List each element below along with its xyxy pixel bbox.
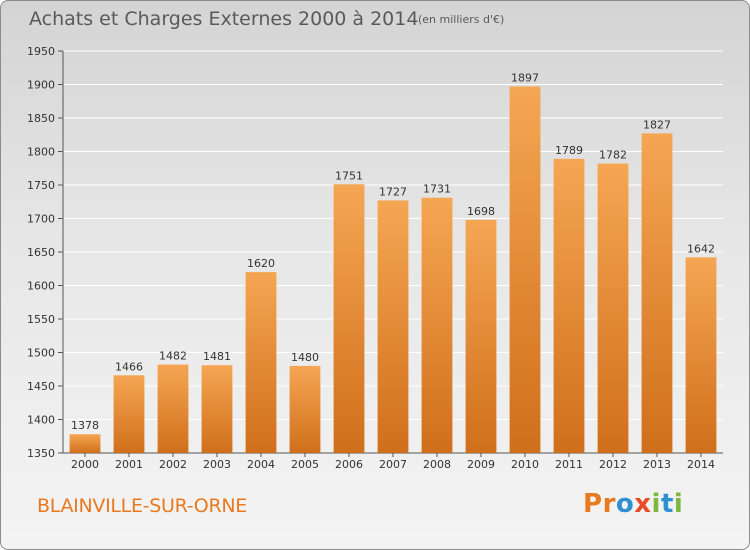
bar (377, 200, 409, 453)
x-tick-label: 2012 (599, 458, 627, 471)
brand-letter: t (660, 489, 674, 519)
brand-logo: Proxiti (583, 489, 683, 519)
y-tick-label: 1600 (27, 280, 55, 293)
y-tick-label: 1350 (27, 447, 55, 460)
bar-value-label: 1480 (291, 351, 319, 364)
y-tick-label: 1800 (27, 146, 55, 159)
bar (201, 365, 233, 453)
x-tick-label: 2008 (423, 458, 451, 471)
chart-unit: (en milliers d'€) (418, 13, 505, 26)
bar-value-label: 1789 (555, 144, 583, 157)
brand-letter: x (634, 489, 652, 519)
x-tick-label: 2004 (247, 458, 275, 471)
y-tick-label: 1700 (27, 213, 55, 226)
bar-value-label: 1481 (203, 350, 231, 363)
y-tick-label: 1400 (27, 414, 55, 427)
x-tick-label: 2014 (687, 458, 715, 471)
bar (69, 434, 101, 453)
brand-letter: i (673, 489, 684, 519)
bar-value-label: 1482 (159, 350, 187, 363)
bar (509, 86, 541, 453)
bar-value-label: 1782 (599, 149, 627, 162)
x-tick-label: 2013 (643, 458, 671, 471)
bar (245, 272, 277, 453)
brand-letter: i (651, 489, 661, 519)
brand-letter: P (583, 489, 603, 519)
brand-letter: r (602, 489, 616, 519)
x-tick-label: 2007 (379, 458, 407, 471)
x-tick-label: 2009 (467, 458, 495, 471)
x-tick-label: 2003 (203, 458, 231, 471)
bar-value-label: 1466 (115, 360, 143, 373)
bar (641, 133, 673, 453)
bar-value-label: 1731 (423, 183, 451, 196)
bar-value-label: 1827 (643, 118, 671, 131)
bar (421, 197, 453, 453)
x-tick-label: 2006 (335, 458, 363, 471)
y-tick-label: 1950 (27, 45, 55, 58)
x-tick-label: 2000 (71, 458, 99, 471)
bar (113, 375, 145, 453)
x-tick-label: 2011 (555, 458, 583, 471)
bar-value-label: 1620 (247, 257, 275, 270)
x-tick-label: 2002 (159, 458, 187, 471)
bar-value-label: 1698 (467, 205, 495, 218)
y-tick-label: 1650 (27, 246, 55, 259)
y-tick-label: 1500 (27, 347, 55, 360)
x-tick-label: 2010 (511, 458, 539, 471)
bar (597, 163, 629, 453)
bar-value-label: 1897 (511, 72, 539, 85)
bar-value-label: 1378 (71, 419, 99, 432)
y-tick-label: 1450 (27, 380, 55, 393)
y-tick-label: 1900 (27, 79, 55, 92)
y-tick-label: 1750 (27, 179, 55, 192)
bar (289, 365, 321, 453)
bar (553, 158, 585, 453)
bar-value-label: 1751 (335, 169, 363, 182)
place-name: BLAINVILLE-SUR-ORNE (37, 495, 247, 517)
brand-letter: o (615, 489, 635, 519)
y-tick-label: 1550 (27, 313, 55, 326)
x-tick-label: 2001 (115, 458, 143, 471)
bar (685, 257, 717, 453)
bar-value-label: 1727 (379, 185, 407, 198)
bar (333, 184, 365, 453)
bar (157, 364, 189, 453)
bar (465, 219, 497, 453)
bar-value-label: 1642 (687, 242, 715, 255)
y-tick-label: 1850 (27, 112, 55, 125)
chart-title: Achats et Charges Externes 2000 à 2014 (29, 8, 419, 30)
x-tick-label: 2005 (291, 458, 319, 471)
